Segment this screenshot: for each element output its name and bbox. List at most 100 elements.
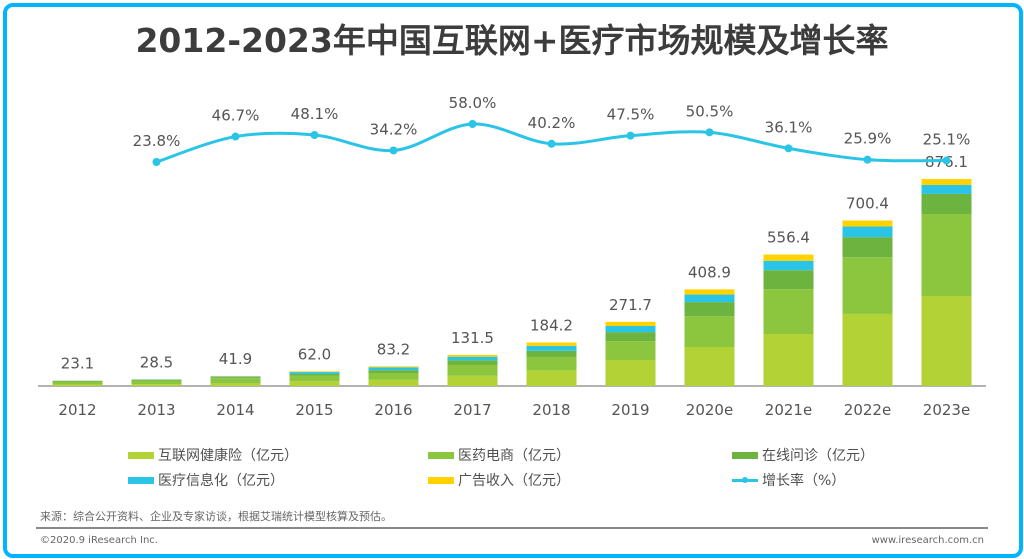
- growth-rate-point: [389, 146, 398, 155]
- bar-total-label: 408.9: [688, 263, 731, 281]
- bar-segment: [684, 289, 735, 295]
- bar-segment: [447, 375, 498, 386]
- growth-rate-label: 34.2%: [370, 120, 418, 138]
- growth-rate-label: 23.8%: [133, 132, 181, 150]
- x-tick-label: 2021e: [765, 401, 812, 419]
- footer-divider: [36, 527, 988, 529]
- bar-segment: [526, 370, 577, 386]
- bar-segment: [289, 375, 340, 382]
- bar-segment: [210, 377, 261, 379]
- growth-rate-point: [942, 156, 951, 165]
- x-tick-label: 2019: [611, 401, 649, 419]
- legend-item-ad-revenue: 广告收入（亿元）: [428, 470, 570, 490]
- bar-total-label: 62.0: [298, 345, 331, 363]
- growth-rate-line: [156, 122, 947, 164]
- legend-item-growth-rate: 增长率（%）: [732, 470, 845, 490]
- growth-rate-point: [547, 139, 556, 148]
- x-tick-label: 2015: [295, 401, 333, 419]
- legend-item-medical-it: 医疗信息化（亿元）: [128, 470, 284, 490]
- x-tick-label: 2016: [374, 401, 412, 419]
- legend-swatch: [428, 451, 454, 459]
- bar-segment: [289, 373, 340, 376]
- bar-segment: [684, 316, 735, 348]
- copyright: ©2020.9 iResearch Inc.: [40, 535, 158, 546]
- bar-segment: [368, 367, 419, 371]
- bar-total-label: 28.5: [140, 353, 173, 371]
- legend-label: 增长率（%）: [762, 473, 846, 489]
- bar-segment: [52, 381, 103, 385]
- bar-segment: [605, 332, 656, 342]
- growth-rate-label: 46.7%: [212, 107, 260, 125]
- bar-segment: [447, 364, 498, 376]
- bar-segment: [289, 371, 340, 373]
- bar-segment: [763, 260, 814, 271]
- bar-total-label: 23.1: [61, 355, 94, 373]
- growth-rate-label: 58.0%: [449, 94, 497, 112]
- legend-label: 在线问诊（亿元）: [762, 448, 874, 464]
- bar-segment: [210, 376, 261, 378]
- legend-item-pharma-ecommerce: 医药电商（亿元）: [428, 445, 570, 465]
- bar-segment: [763, 254, 814, 261]
- bar-segment: [210, 378, 261, 384]
- growth-rate-point: [784, 144, 793, 153]
- bar-segment: [605, 325, 656, 333]
- website-link[interactable]: www.iresearch.com.cn: [871, 535, 984, 546]
- bar-segment: [289, 372, 340, 374]
- growth-rate-label: 25.9%: [844, 130, 892, 148]
- bar-segment: [368, 366, 419, 368]
- legend-label: 医药电商（亿元）: [458, 448, 570, 464]
- bar-segment: [921, 193, 972, 214]
- x-tick-label: 2012: [58, 401, 96, 419]
- bar-segment: [684, 294, 735, 303]
- growth-rate-label: 36.1%: [765, 118, 813, 136]
- bar-segment: [368, 379, 419, 386]
- growth-rate-point: [468, 120, 477, 128]
- bar-segment: [526, 356, 577, 371]
- legend-item-online-consultation: 在线问诊（亿元）: [732, 445, 874, 465]
- bar-total-label: 83.2: [377, 340, 410, 358]
- bar-segment: [921, 213, 972, 296]
- bar-total-label: 184.2: [530, 316, 573, 334]
- bar-segment: [52, 380, 103, 382]
- growth-rate-point: [310, 131, 319, 139]
- bar-segment: [605, 360, 656, 386]
- legend-label: 广告收入（亿元）: [458, 473, 570, 489]
- bar-segment: [842, 237, 893, 258]
- x-tick-label: 2022e: [844, 401, 891, 419]
- bar-segment: [842, 313, 893, 386]
- x-tick-label: 2017: [453, 401, 491, 419]
- bar-segment: [447, 356, 498, 361]
- bar-segment: [842, 257, 893, 314]
- bar-segment: [684, 347, 735, 386]
- bar-segment: [763, 334, 814, 386]
- bar-segment: [921, 295, 972, 386]
- growth-rate-label: 40.2%: [528, 114, 576, 132]
- chart-title: 2012-2023年中国互联网+医疗市场规模及增长率: [135, 21, 889, 60]
- growth-rate-label: 48.1%: [291, 105, 339, 123]
- bar-total-label: 700.4: [846, 195, 889, 213]
- bar-segment: [605, 341, 656, 361]
- bar-segment: [52, 384, 103, 386]
- bar-segment: [210, 383, 261, 386]
- growth-rate-point: [231, 132, 240, 141]
- legend-swatch: [128, 451, 154, 459]
- bar-segment: [131, 380, 182, 385]
- legend-swatch: [428, 476, 454, 484]
- bar-total-label: 131.5: [451, 329, 494, 347]
- bar-segment: [763, 270, 814, 290]
- bar-segment: [368, 370, 419, 374]
- bar-segment: [605, 321, 656, 326]
- growth-rate-point: [626, 131, 635, 140]
- legend-swatch: [128, 476, 154, 484]
- growth-rate-label: 50.5%: [686, 102, 734, 120]
- legend-line-marker: [732, 476, 758, 483]
- bar-segment: [131, 379, 182, 381]
- legend-label: 医疗信息化（亿元）: [158, 473, 284, 489]
- bar-segment: [763, 289, 814, 335]
- bar-segment: [684, 302, 735, 317]
- bar-segment: [526, 342, 577, 346]
- bar-segment: [526, 345, 577, 351]
- x-tick-label: 2020e: [686, 401, 733, 419]
- x-tick-label: 2023e: [923, 401, 970, 419]
